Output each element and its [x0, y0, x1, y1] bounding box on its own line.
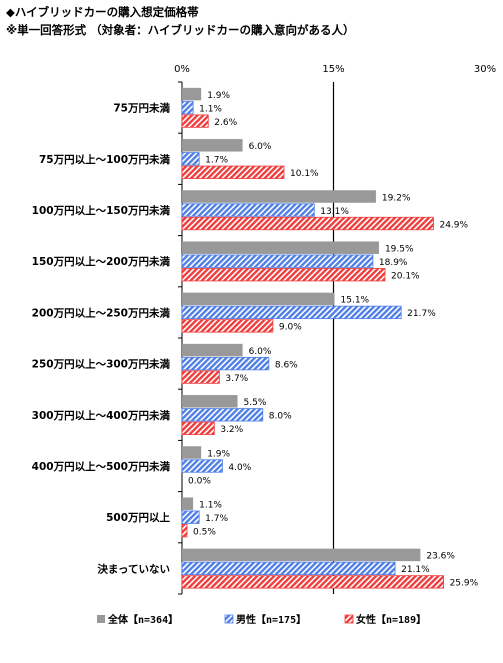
category-label: 75万円未満: [113, 102, 170, 115]
legend-label: 女性【n=189】: [356, 613, 426, 626]
bar-female: [181, 524, 188, 538]
legend-label: 男性【n=175】: [236, 613, 306, 626]
bar-female: [181, 216, 434, 231]
bar-male: [181, 408, 264, 422]
data-label: 6.0%: [249, 347, 272, 357]
legend-swatch: [224, 614, 234, 624]
bar-female: [181, 575, 444, 589]
chart-title: ◆ハイブリッドカーの購入想定価格帯: [6, 5, 199, 19]
data-label: 1.9%: [207, 91, 230, 101]
data-label: 18.9%: [379, 258, 408, 268]
category-label: 150万円以上～200万円未満: [32, 255, 171, 268]
bar-male: [181, 203, 315, 217]
bar-male: [181, 561, 396, 576]
data-label: 1.9%: [207, 449, 230, 459]
data-label: 3.7%: [225, 374, 248, 384]
bar-total: [182, 395, 238, 408]
category-label: 100万円以上～150万円未満: [32, 204, 171, 217]
data-label: 1.7%: [205, 514, 228, 524]
bar-female: [181, 370, 220, 384]
bar-male: [181, 356, 270, 371]
data-label: 6.0%: [249, 142, 272, 152]
bar-total: [182, 497, 194, 510]
x-tick-label: 30%: [474, 64, 496, 75]
chart-subtitle: ※単一回答形式 （対象者：ハイブリッドカーの購入意向がある人）: [6, 23, 355, 37]
bar-total: [182, 87, 202, 101]
data-label: 3.2%: [220, 425, 243, 435]
category-label: 決まっていない: [97, 562, 170, 575]
data-label: 13.1%: [320, 207, 349, 217]
category-label: 75万円以上～100万円未満: [39, 153, 171, 166]
data-label: 21.7%: [407, 309, 436, 319]
bar-female: [181, 319, 274, 333]
data-label: 9.0%: [279, 323, 302, 333]
category-label: 300万円以上～400万円未満: [32, 409, 171, 422]
bar-male: [181, 254, 374, 268]
data-label: 8.0%: [269, 412, 292, 422]
bar-total: [182, 139, 243, 152]
bar-total: [182, 548, 421, 562]
x-tick-label: 15%: [322, 64, 344, 75]
legend-swatch: [97, 615, 105, 623]
data-label: 23.6%: [426, 552, 455, 562]
bar-female: [181, 114, 209, 128]
data-label: 1.7%: [205, 156, 228, 166]
data-label: 0.5%: [193, 527, 216, 537]
data-label: 1.1%: [199, 500, 222, 510]
bar-female: [181, 268, 386, 282]
legend-swatch: [344, 614, 354, 624]
data-label: 1.1%: [199, 104, 222, 114]
bar-total: [182, 241, 379, 254]
data-label: 4.0%: [228, 463, 251, 473]
bar-total: [182, 446, 202, 459]
data-label: 20.1%: [391, 271, 420, 281]
category-label: 250万円以上～300万円未満: [32, 358, 171, 371]
data-label: 8.6%: [275, 360, 298, 370]
bar-total: [182, 190, 376, 203]
bar-male: [181, 510, 200, 524]
data-label: 2.6%: [214, 118, 237, 128]
legend-label: 全体【n=364】: [107, 613, 178, 626]
data-label: 19.2%: [382, 193, 411, 203]
data-label: 21.1%: [401, 565, 430, 575]
data-label: 0.0%: [188, 476, 211, 486]
category-label: 500万円以上: [106, 511, 170, 524]
bar-male: [181, 305, 402, 320]
bar-male: [181, 100, 194, 115]
category-label: 400万円以上～500万円未満: [32, 460, 171, 473]
bar-female: [181, 421, 215, 435]
bar-total: [182, 343, 243, 357]
bar-female: [181, 165, 285, 179]
data-label: 19.5%: [385, 244, 414, 254]
data-label: 25.9%: [450, 579, 479, 589]
bar-male: [181, 459, 223, 473]
bar-total: [182, 292, 335, 306]
category-label: 200万円以上～250万円未満: [32, 306, 171, 319]
x-tick-label: 0%: [174, 64, 190, 75]
data-label: 24.9%: [439, 220, 468, 230]
data-label: 5.5%: [244, 398, 267, 408]
data-label: 10.1%: [290, 169, 319, 179]
bar-male: [181, 152, 200, 166]
data-label: 15.1%: [341, 296, 370, 306]
